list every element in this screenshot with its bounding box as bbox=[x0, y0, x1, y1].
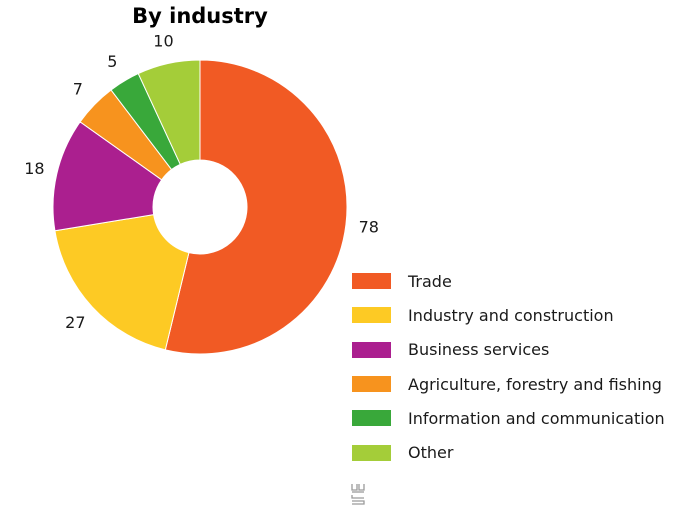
slices-group bbox=[52, 59, 348, 355]
legend-item-other: Other bbox=[352, 435, 665, 469]
legend-label: Other bbox=[408, 443, 454, 463]
slice-industry-and-construction bbox=[54, 214, 190, 351]
legend-item-information-and-communication: Information and communication bbox=[352, 401, 665, 435]
slice-trade bbox=[164, 59, 348, 355]
legend-swatch bbox=[352, 410, 391, 427]
donut-chart: 78 27 18 7 5 10 bbox=[24, 31, 379, 355]
legend-swatch bbox=[352, 307, 391, 324]
data-labels-group: 78 27 18 7 5 10 bbox=[24, 31, 379, 332]
data-label-other: 10 bbox=[153, 31, 173, 50]
legend-item-trade: Trade bbox=[352, 264, 665, 298]
legend-swatch bbox=[352, 376, 391, 393]
chart-title: By industry bbox=[132, 4, 268, 28]
slice-other bbox=[137, 59, 201, 166]
data-label-agriculture-forestry-and-fishing: 7 bbox=[73, 79, 83, 98]
data-label-information-and-communication: 5 bbox=[107, 52, 117, 71]
legend-label: Information and communication bbox=[408, 408, 665, 428]
legend-label: Industry and construction bbox=[408, 305, 614, 325]
legend-item-industry-and-construction: Industry and construction bbox=[352, 298, 665, 332]
legend-swatch bbox=[352, 341, 391, 358]
legend-swatch bbox=[352, 273, 391, 290]
legend-item-agriculture-forestry-and-fishing: Agriculture, forestry and fishing bbox=[352, 367, 665, 401]
cbs-logo-icon bbox=[351, 484, 365, 505]
slice-business-services bbox=[52, 121, 163, 232]
legend-label: Business services bbox=[408, 340, 550, 360]
legend-label: Agriculture, forestry and fishing bbox=[408, 374, 662, 394]
data-label-industry-and-construction: 27 bbox=[65, 313, 85, 332]
legend-item-business-services: Business services bbox=[352, 333, 665, 367]
legend-label: Trade bbox=[408, 271, 452, 291]
legend: Trade Industry and construction Business s… bbox=[352, 264, 665, 470]
legend-swatch bbox=[352, 444, 391, 461]
data-label-business-services: 18 bbox=[24, 159, 44, 178]
data-label-trade: 78 bbox=[359, 218, 379, 237]
